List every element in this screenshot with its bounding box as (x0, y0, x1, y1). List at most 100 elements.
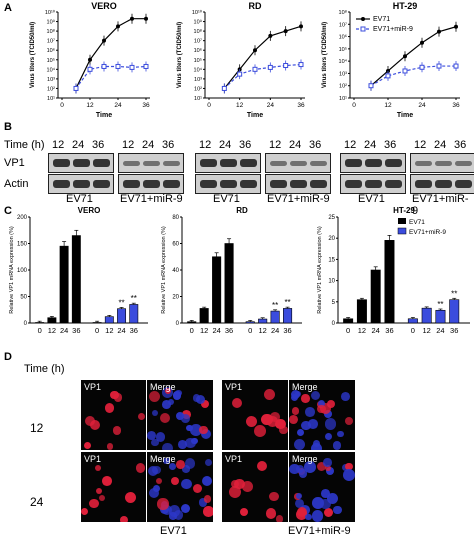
cell (261, 413, 273, 425)
cell (323, 508, 334, 518)
blot-band (123, 180, 140, 188)
y-tick-label: 10³ (339, 71, 347, 77)
cell (89, 498, 99, 509)
blot-band (435, 160, 452, 166)
blot-band (345, 159, 362, 167)
x-tick-label: 0 (248, 326, 252, 335)
y-tick-label: 10⁴ (194, 66, 203, 73)
vp1-label: VP1 (84, 382, 102, 392)
cell (256, 460, 267, 471)
blot-group-label: EV71+miR-9 (267, 193, 330, 205)
series-line-ev71 (370, 26, 457, 87)
series-line-mir9 (370, 65, 456, 87)
y-tick-label: 10⁸ (339, 9, 347, 16)
blot-band (200, 180, 217, 188)
cell (289, 463, 300, 474)
data-point (237, 71, 243, 77)
cell (159, 413, 170, 423)
blot-time-36: 36 (162, 139, 175, 151)
cell (200, 400, 209, 409)
cell (295, 492, 303, 500)
x-axis-label: Time (247, 112, 263, 119)
blot-time-24: 24 (142, 139, 155, 151)
y-tick-label: 10⁶ (194, 47, 202, 54)
blot-band (53, 159, 70, 167)
blot-band (415, 160, 432, 166)
legend-swatch-mir9 (397, 227, 407, 235)
bar-ev71 (343, 318, 354, 324)
chart-title: HT-29 (393, 1, 418, 11)
x-tick-label: 36 (72, 326, 80, 335)
blot-band (240, 180, 257, 188)
actin-blot (410, 174, 474, 194)
blot-band (53, 180, 70, 188)
cell (167, 398, 174, 406)
blot-band (290, 160, 307, 166)
cell (265, 508, 277, 519)
blot-band (270, 180, 287, 188)
cell (294, 391, 301, 398)
data-point (453, 63, 459, 69)
blot-band (143, 180, 160, 188)
y-axis-label: Relative VP1 mRNA expression (%) (9, 226, 15, 314)
cell (147, 431, 157, 441)
panel-d-micrographs: Time (h) 12 24 EV71 EV71+miR-9 VP1 Merge V… (0, 355, 474, 550)
panel-a-charts: VERO 10¹ 10² 10³ 10⁴ 10⁵ 10⁶ 10⁷ 10⁸ 10⁹ 10¹⁰ 0 12 24… (30, 1, 460, 119)
cell (308, 419, 319, 430)
y-tick-label: 5 (332, 300, 336, 306)
blot-band (163, 160, 180, 166)
x-tick-label: 12 (48, 326, 56, 335)
series-line-mir9 (75, 65, 147, 89)
cell (204, 458, 212, 466)
cell (175, 412, 184, 421)
blot-band (365, 180, 382, 188)
y-tick-label: 10⁶ (47, 47, 55, 54)
cell (298, 469, 308, 478)
cell (269, 491, 279, 502)
x-tick-label: 12 (258, 326, 266, 335)
y-tick-label: 10⁹ (194, 19, 202, 26)
cell (344, 416, 353, 425)
blot-band (455, 160, 472, 166)
blot-time-label: Time (h) (4, 139, 45, 151)
y-tick-label: 0 (24, 321, 28, 327)
cell (124, 492, 136, 504)
cell (321, 488, 330, 498)
blot-band (455, 180, 472, 188)
blot-group-label: EV71+miR-9 (120, 193, 183, 205)
blot-band (220, 180, 237, 188)
x-tick-label: 0 (95, 326, 99, 335)
blot-band (345, 180, 362, 188)
blot-time-36: 36 (239, 139, 252, 151)
blot-band (270, 160, 287, 166)
legend: EV71 EV71+miR-9 (397, 218, 446, 236)
x-tick-label: 12 (358, 326, 366, 335)
blot-band (93, 180, 110, 188)
cell (198, 498, 208, 508)
y-tick-label: 10⁷ (194, 38, 202, 45)
cell (202, 476, 213, 487)
bar-ev71 (370, 269, 381, 324)
micro-row-12: 12 (30, 421, 44, 435)
y-tick-label: 10⁵ (339, 46, 347, 53)
cell (320, 498, 331, 510)
y-tick-label: 150 (17, 242, 28, 248)
data-point (88, 57, 92, 62)
data-point (102, 38, 106, 43)
data-point (221, 85, 227, 91)
vp1-blot (118, 153, 184, 173)
blot-time-12: 12 (269, 139, 282, 151)
cell (296, 428, 305, 437)
significance-stars: ** (118, 298, 124, 307)
cell (135, 463, 145, 473)
y-axis-label: Virus titers (TCID50/ml) (177, 22, 183, 88)
data-point (115, 63, 121, 69)
data-point (143, 63, 149, 69)
cell (119, 515, 129, 522)
y-tick-label: 200 (17, 215, 28, 221)
x-tick-label: 36 (142, 102, 150, 109)
y-tick-label: 100 (17, 268, 28, 274)
blot-time-36: 36 (92, 139, 105, 151)
merge-image: Merge (288, 451, 356, 523)
